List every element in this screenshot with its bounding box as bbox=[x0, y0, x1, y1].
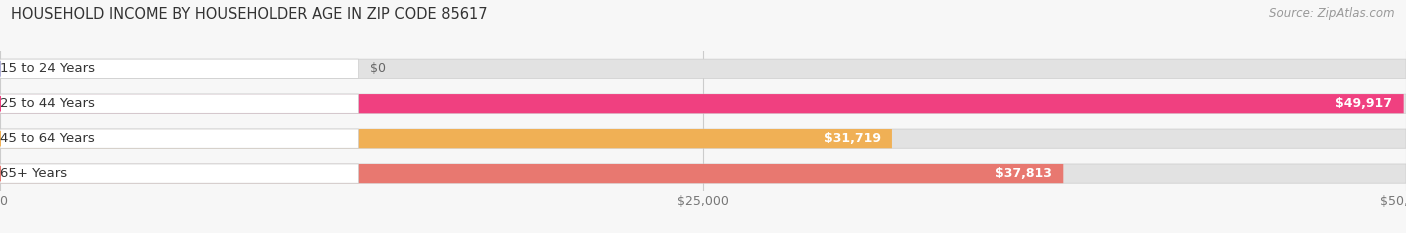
FancyBboxPatch shape bbox=[0, 164, 359, 183]
FancyBboxPatch shape bbox=[0, 164, 1063, 183]
Text: HOUSEHOLD INCOME BY HOUSEHOLDER AGE IN ZIP CODE 85617: HOUSEHOLD INCOME BY HOUSEHOLDER AGE IN Z… bbox=[11, 7, 488, 22]
Text: $37,813: $37,813 bbox=[995, 167, 1052, 180]
FancyBboxPatch shape bbox=[0, 94, 359, 113]
FancyBboxPatch shape bbox=[0, 94, 1406, 113]
FancyBboxPatch shape bbox=[0, 129, 891, 148]
FancyBboxPatch shape bbox=[0, 59, 359, 78]
FancyBboxPatch shape bbox=[0, 94, 1403, 113]
Text: $31,719: $31,719 bbox=[824, 132, 880, 145]
Text: 15 to 24 Years: 15 to 24 Years bbox=[0, 62, 96, 75]
Text: 45 to 64 Years: 45 to 64 Years bbox=[0, 132, 94, 145]
FancyBboxPatch shape bbox=[0, 129, 1406, 148]
FancyBboxPatch shape bbox=[0, 59, 1406, 78]
Text: $49,917: $49,917 bbox=[1336, 97, 1392, 110]
Text: Source: ZipAtlas.com: Source: ZipAtlas.com bbox=[1270, 7, 1395, 20]
FancyBboxPatch shape bbox=[0, 129, 359, 148]
Text: 65+ Years: 65+ Years bbox=[0, 167, 67, 180]
Text: $0: $0 bbox=[370, 62, 385, 75]
FancyBboxPatch shape bbox=[0, 164, 1406, 183]
Text: 25 to 44 Years: 25 to 44 Years bbox=[0, 97, 94, 110]
